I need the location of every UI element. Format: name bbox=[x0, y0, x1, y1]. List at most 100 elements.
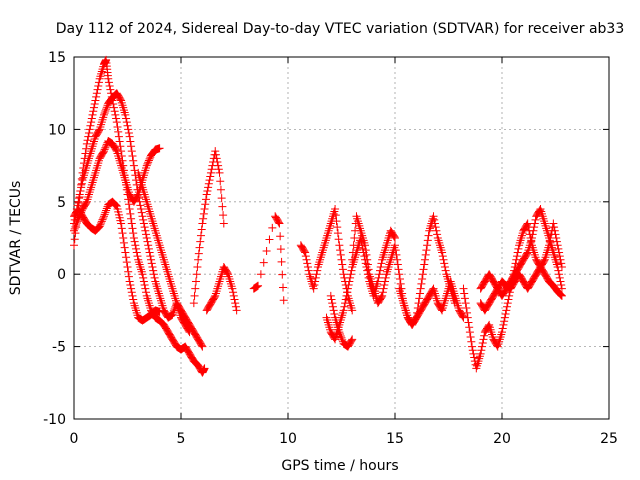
data-point bbox=[192, 270, 201, 279]
data-point bbox=[141, 226, 150, 235]
data-point bbox=[262, 247, 271, 256]
data-point bbox=[206, 172, 215, 181]
data-point bbox=[327, 295, 336, 304]
data-point bbox=[99, 212, 108, 221]
data-point bbox=[464, 318, 473, 327]
x-tick-label: 15 bbox=[386, 431, 404, 447]
data-point bbox=[477, 346, 486, 355]
data-point bbox=[466, 332, 475, 341]
data-point bbox=[303, 262, 312, 271]
data-point bbox=[99, 213, 108, 222]
data-point bbox=[86, 121, 95, 130]
data-point bbox=[364, 265, 373, 274]
data-point bbox=[376, 262, 385, 271]
data-point bbox=[231, 299, 240, 308]
data-point bbox=[363, 260, 372, 269]
data-point bbox=[73, 217, 82, 226]
y-tick-label: 15 bbox=[48, 50, 66, 66]
data-point bbox=[553, 262, 562, 271]
data-point bbox=[429, 212, 438, 221]
data-point bbox=[97, 219, 106, 228]
data-point bbox=[114, 132, 123, 141]
series-arc-p bbox=[476, 262, 566, 315]
series-arc-e bbox=[134, 168, 194, 337]
data-point bbox=[185, 328, 194, 337]
data-point bbox=[129, 234, 138, 242]
data-point bbox=[132, 244, 141, 253]
data-point bbox=[124, 200, 133, 209]
data-point bbox=[125, 132, 134, 141]
x-tick-label: 10 bbox=[279, 431, 297, 447]
data-point bbox=[82, 199, 91, 208]
data-point bbox=[347, 266, 356, 275]
data-point bbox=[147, 259, 156, 268]
data-point bbox=[423, 241, 432, 250]
data-point bbox=[197, 341, 206, 350]
data-point bbox=[202, 190, 211, 199]
data-point bbox=[114, 127, 123, 136]
data-point bbox=[336, 250, 345, 259]
data-point bbox=[122, 253, 131, 262]
data-point bbox=[505, 291, 514, 300]
data-point bbox=[74, 213, 83, 222]
data-point bbox=[104, 78, 113, 87]
data-point bbox=[476, 349, 485, 358]
data-point bbox=[422, 246, 431, 255]
data-point bbox=[430, 219, 439, 228]
data-point bbox=[336, 330, 345, 339]
data-point bbox=[122, 114, 131, 123]
data-point bbox=[459, 284, 468, 293]
data-point bbox=[100, 108, 109, 117]
data-point bbox=[468, 346, 477, 355]
data-point bbox=[229, 288, 238, 297]
data-point bbox=[201, 195, 210, 204]
data-point bbox=[111, 200, 120, 209]
data-point bbox=[199, 214, 208, 223]
data-point bbox=[339, 306, 348, 315]
data-point bbox=[74, 194, 83, 203]
data-point bbox=[265, 235, 274, 244]
data-point bbox=[144, 158, 153, 167]
data-point bbox=[100, 210, 109, 219]
data-point bbox=[127, 288, 136, 297]
data-point bbox=[92, 89, 101, 98]
data-point bbox=[138, 212, 147, 221]
data-point bbox=[99, 110, 108, 119]
data-point bbox=[381, 277, 390, 286]
data-point bbox=[478, 338, 487, 347]
series-arc-i bbox=[296, 205, 357, 315]
data-point bbox=[124, 125, 133, 134]
data-point bbox=[350, 234, 359, 242]
data-point bbox=[556, 277, 565, 286]
data-point bbox=[223, 268, 232, 277]
data-point bbox=[168, 310, 177, 319]
data-point bbox=[301, 248, 310, 257]
data-point bbox=[337, 333, 346, 342]
data-points bbox=[70, 55, 566, 377]
data-point bbox=[338, 260, 347, 269]
data-point bbox=[337, 255, 346, 264]
data-point bbox=[301, 252, 310, 261]
data-point bbox=[348, 306, 357, 315]
x-tick-label: 20 bbox=[493, 431, 511, 447]
data-point bbox=[341, 299, 350, 308]
data-point bbox=[155, 307, 164, 316]
data-point bbox=[458, 312, 467, 321]
data-point bbox=[74, 197, 83, 206]
data-point bbox=[150, 273, 159, 282]
data-point bbox=[362, 250, 371, 259]
data-point bbox=[391, 234, 399, 242]
data-point bbox=[419, 265, 428, 274]
data-point bbox=[500, 313, 509, 322]
data-point bbox=[552, 237, 561, 246]
data-point bbox=[276, 245, 285, 254]
data-point bbox=[92, 92, 101, 101]
data-point bbox=[89, 107, 98, 116]
data-point bbox=[396, 279, 405, 288]
series-arc-g bbox=[202, 262, 241, 315]
data-point bbox=[139, 215, 148, 224]
data-point bbox=[275, 219, 284, 228]
data-point bbox=[313, 266, 322, 275]
data-point bbox=[549, 219, 558, 228]
data-point bbox=[142, 161, 151, 170]
